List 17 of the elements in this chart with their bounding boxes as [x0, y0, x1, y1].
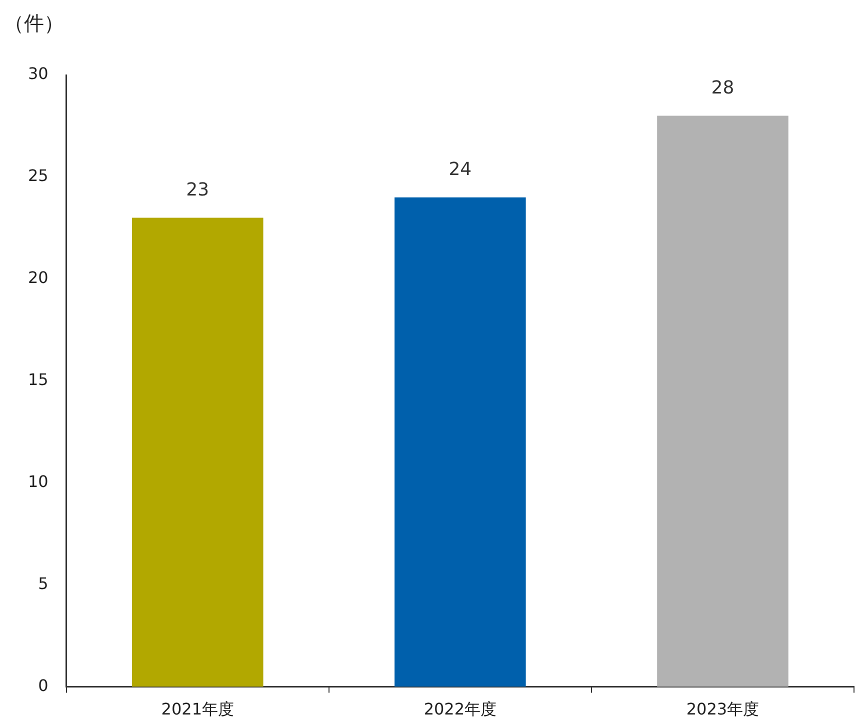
data-label: 24 — [448, 159, 472, 180]
y-axis-title: （件） — [4, 10, 64, 37]
x-tick-label: 2021年度 — [161, 700, 234, 719]
bar — [132, 218, 264, 687]
y-tick-label: 10 — [28, 472, 48, 492]
x-tick-label: 2023年度 — [686, 700, 760, 719]
bar — [657, 116, 788, 687]
y-tick-label: 0 — [38, 676, 48, 695]
y-tick-label: 15 — [28, 370, 48, 390]
y-tick-label: 30 — [28, 64, 48, 84]
data-label: 23 — [186, 179, 210, 200]
y-tick-label: 25 — [28, 166, 48, 186]
y-tick-label: 5 — [38, 574, 48, 593]
bar — [394, 197, 526, 687]
x-tick-label: 2022年度 — [424, 700, 497, 719]
y-tick-label: 20 — [28, 268, 48, 288]
data-label: 28 — [711, 77, 734, 98]
